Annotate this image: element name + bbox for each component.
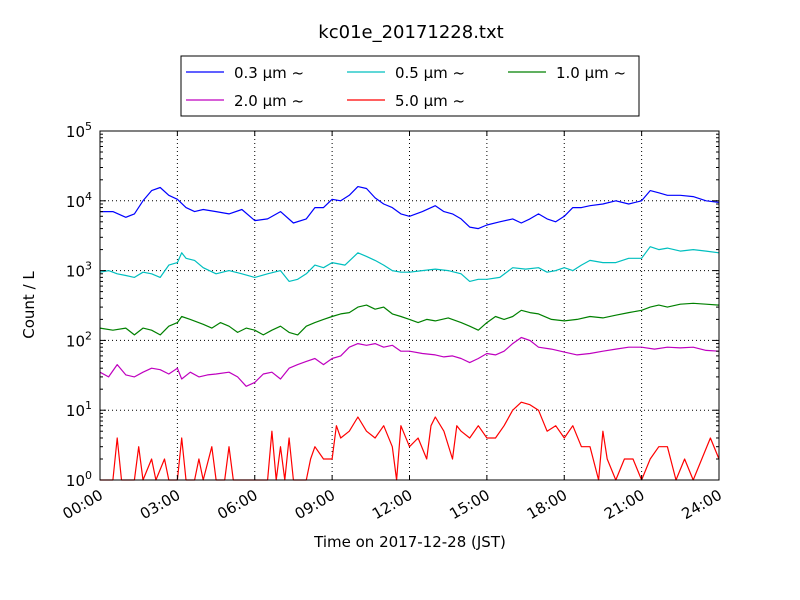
legend-label-2: 0.5 μm ~ [395,64,465,82]
y-axis-label: Count / L [20,271,38,339]
legend-label-5: 5.0 μm ~ [395,92,465,110]
y-tick-label: 104 [66,190,92,211]
series-line-2 [99,246,720,282]
y-tick-label: 100 [66,469,92,490]
chart-title: kc01e_20171228.txt [318,22,503,43]
legend: 0.3 μm ~ 0.5 μm ~ 1.0 μm ~ 2.0 μm ~ 5.0 μm ~ [180,55,640,117]
series-line-1 [100,186,720,230]
series-line-4 [99,336,720,387]
series-line-3 [99,302,720,336]
legend-box [180,55,640,117]
series-layer [99,186,720,481]
x-axis-label: Time on 2017-12-28 (JST) [313,533,506,551]
legend-label-3: 1.0 μm ~ [556,64,626,82]
y-tick-label: 101 [66,399,92,420]
legend-label-1: 0.3 μm ~ [234,64,304,82]
y-tick-label: 105 [66,120,92,141]
y-tick-label: 102 [66,329,92,350]
y-tick-label: 103 [66,260,92,281]
legend-label-4: 2.0 μm ~ [234,92,304,110]
